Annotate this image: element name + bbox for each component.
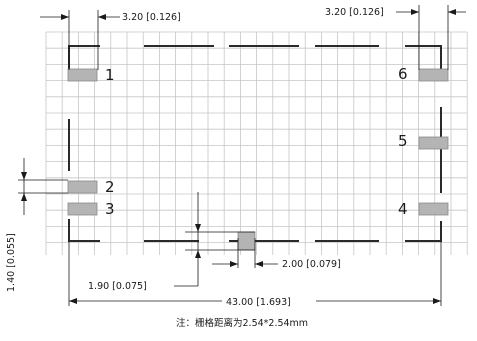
pad-2 bbox=[67, 180, 98, 194]
pads bbox=[67, 68, 449, 251]
pin-labels: 1 2 3 4 5 6 bbox=[105, 65, 408, 218]
dim-text-bottom-pad-width: 2.00 [0.079] bbox=[282, 259, 341, 270]
dim-text-overall-width: 43.00 [1.693] bbox=[226, 297, 291, 308]
pin-label-5: 5 bbox=[398, 132, 408, 150]
outline-corner-bottom-right bbox=[405, 221, 442, 242]
outline-corner-top-right bbox=[405, 45, 442, 71]
arrow-top-right-b bbox=[448, 9, 456, 15]
pin-label-1: 1 bbox=[105, 66, 115, 84]
dimension-lines bbox=[18, 5, 466, 306]
arrow-pad-offset-b bbox=[195, 250, 201, 258]
dim-text-left-vertical: 1.40 [0.055] bbox=[6, 233, 17, 292]
dim-text-bottom-pad-offset: 1.90 [0.075] bbox=[88, 281, 147, 292]
pad-4 bbox=[418, 202, 449, 216]
pin-label-6: 6 bbox=[398, 65, 408, 83]
arrowheads bbox=[21, 9, 456, 304]
arrow-top-right-a bbox=[411, 9, 419, 15]
arrow-left-b bbox=[21, 193, 27, 201]
pad-bottom bbox=[237, 231, 256, 251]
grid-lines bbox=[45, 31, 468, 255]
component-outline bbox=[68, 45, 442, 242]
pin-label-4: 4 bbox=[398, 200, 408, 218]
pad-3 bbox=[67, 202, 98, 216]
arrow-pad-width-a bbox=[230, 261, 238, 267]
arrow-pad-offset-a bbox=[195, 224, 201, 232]
pad-1 bbox=[67, 68, 98, 82]
pin-label-2: 2 bbox=[105, 178, 115, 196]
grid-note: 注：栅格距离为2.54*2.54mm bbox=[176, 317, 308, 329]
dim-text-top-left: 3.20 [0.126] bbox=[122, 12, 181, 23]
pin-label-3: 3 bbox=[105, 200, 115, 218]
arrow-top-left-a bbox=[61, 14, 69, 20]
pad-5 bbox=[418, 136, 449, 150]
arrow-top-left-b bbox=[98, 14, 106, 20]
dimension-texts: 3.20 [0.126] 3.20 [0.126] 1.40 [0.055] 2… bbox=[6, 7, 384, 308]
arrow-overall-a bbox=[69, 298, 77, 304]
arrow-pad-width-b bbox=[255, 261, 263, 267]
pad-6 bbox=[418, 68, 449, 82]
dim-text-top-right: 3.20 [0.126] bbox=[325, 7, 384, 18]
arrow-overall-b bbox=[433, 298, 441, 304]
arrow-left-a bbox=[21, 172, 27, 180]
